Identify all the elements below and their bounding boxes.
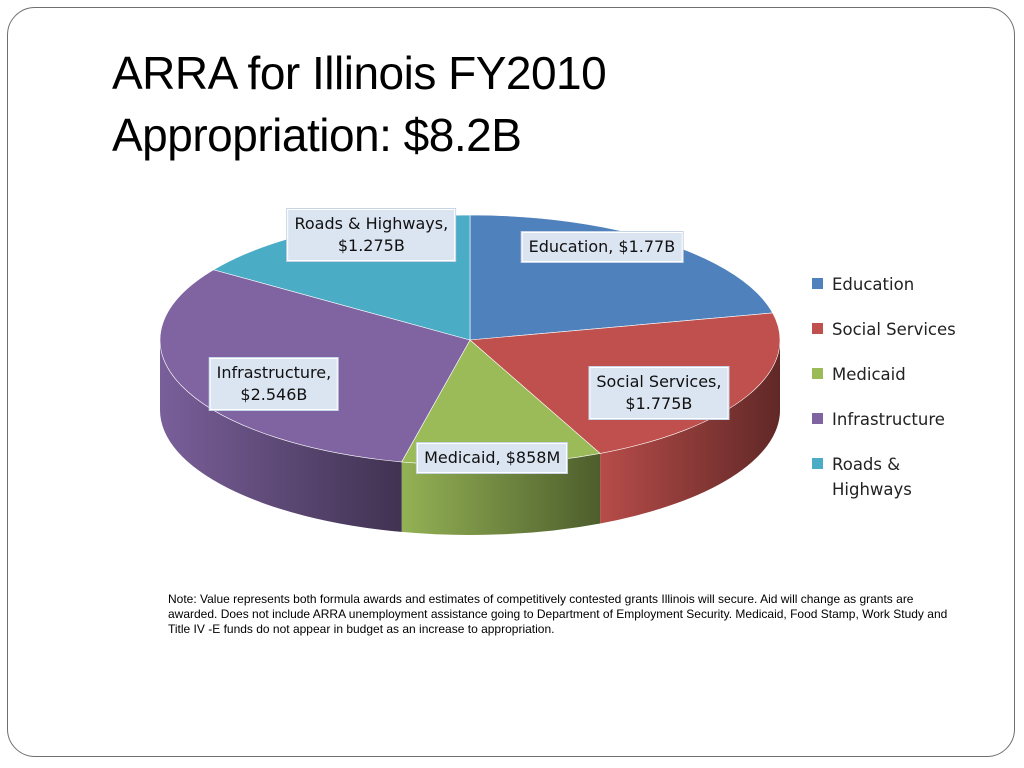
legend-swatch-education — [812, 278, 823, 289]
legend-item-social-services: Social Services — [812, 317, 1002, 342]
data-label-line: Infrastructure, — [216, 362, 332, 382]
legend-item-roads-highways: Roads & Highways — [812, 452, 1002, 502]
chart-legend: Education Social Services Medicaid Infra… — [812, 272, 1002, 522]
pie-sides — [160, 340, 780, 535]
legend-label-infrastructure: Infrastructure — [832, 410, 945, 429]
data-label-education: Education, $1.77B — [521, 232, 683, 263]
data-label-social-services: Social Services, $1.775B — [589, 366, 729, 419]
pie-side-shade-social-services — [600, 340, 780, 524]
slide-title: ARRA for Illinois FY2010 Appropriation: … — [112, 42, 607, 166]
pie-side-shade-infrastructure — [160, 340, 402, 532]
data-label-roads-highways: Roads & Highways, $1.275B — [287, 209, 456, 262]
data-label-line: Social Services, — [596, 371, 722, 391]
legend-item-infrastructure: Infrastructure — [812, 407, 1002, 432]
legend-swatch-infrastructure — [812, 413, 823, 424]
data-label-line: $1.275B — [337, 236, 405, 256]
legend-item-medicaid: Medicaid — [812, 362, 1002, 387]
pie-side-shade-medicaid — [401, 453, 601, 535]
data-label-line: Education, $1.77B — [528, 237, 676, 257]
title-line-1: ARRA for Illinois FY2010 — [112, 47, 607, 99]
data-label-line: $2.546B — [240, 384, 308, 404]
legend-label-education: Education — [832, 275, 915, 294]
title-line-2: Appropriation: $8.2B — [112, 109, 522, 161]
legend-item-education: Education — [812, 272, 1002, 297]
data-label-medicaid: Medicaid, $858M — [417, 443, 568, 474]
data-label-line: Medicaid, $858M — [424, 448, 561, 468]
footnote: Note: Value represents both formula awar… — [168, 592, 948, 636]
legend-label-medicaid: Medicaid — [832, 365, 906, 384]
pie-slices — [159, 214, 781, 466]
data-label-infrastructure: Infrastructure, $2.546B — [209, 357, 339, 410]
legend-label-roads-highways: Roads & Highways — [832, 455, 912, 499]
data-label-line: $1.775B — [625, 393, 693, 413]
legend-swatch-medicaid — [812, 368, 823, 379]
legend-swatch-social-services — [812, 323, 823, 334]
legend-swatch-roads-highways — [812, 458, 823, 469]
legend-label-social-services: Social Services — [832, 320, 956, 339]
data-label-line: Roads & Highways, — [294, 214, 449, 234]
